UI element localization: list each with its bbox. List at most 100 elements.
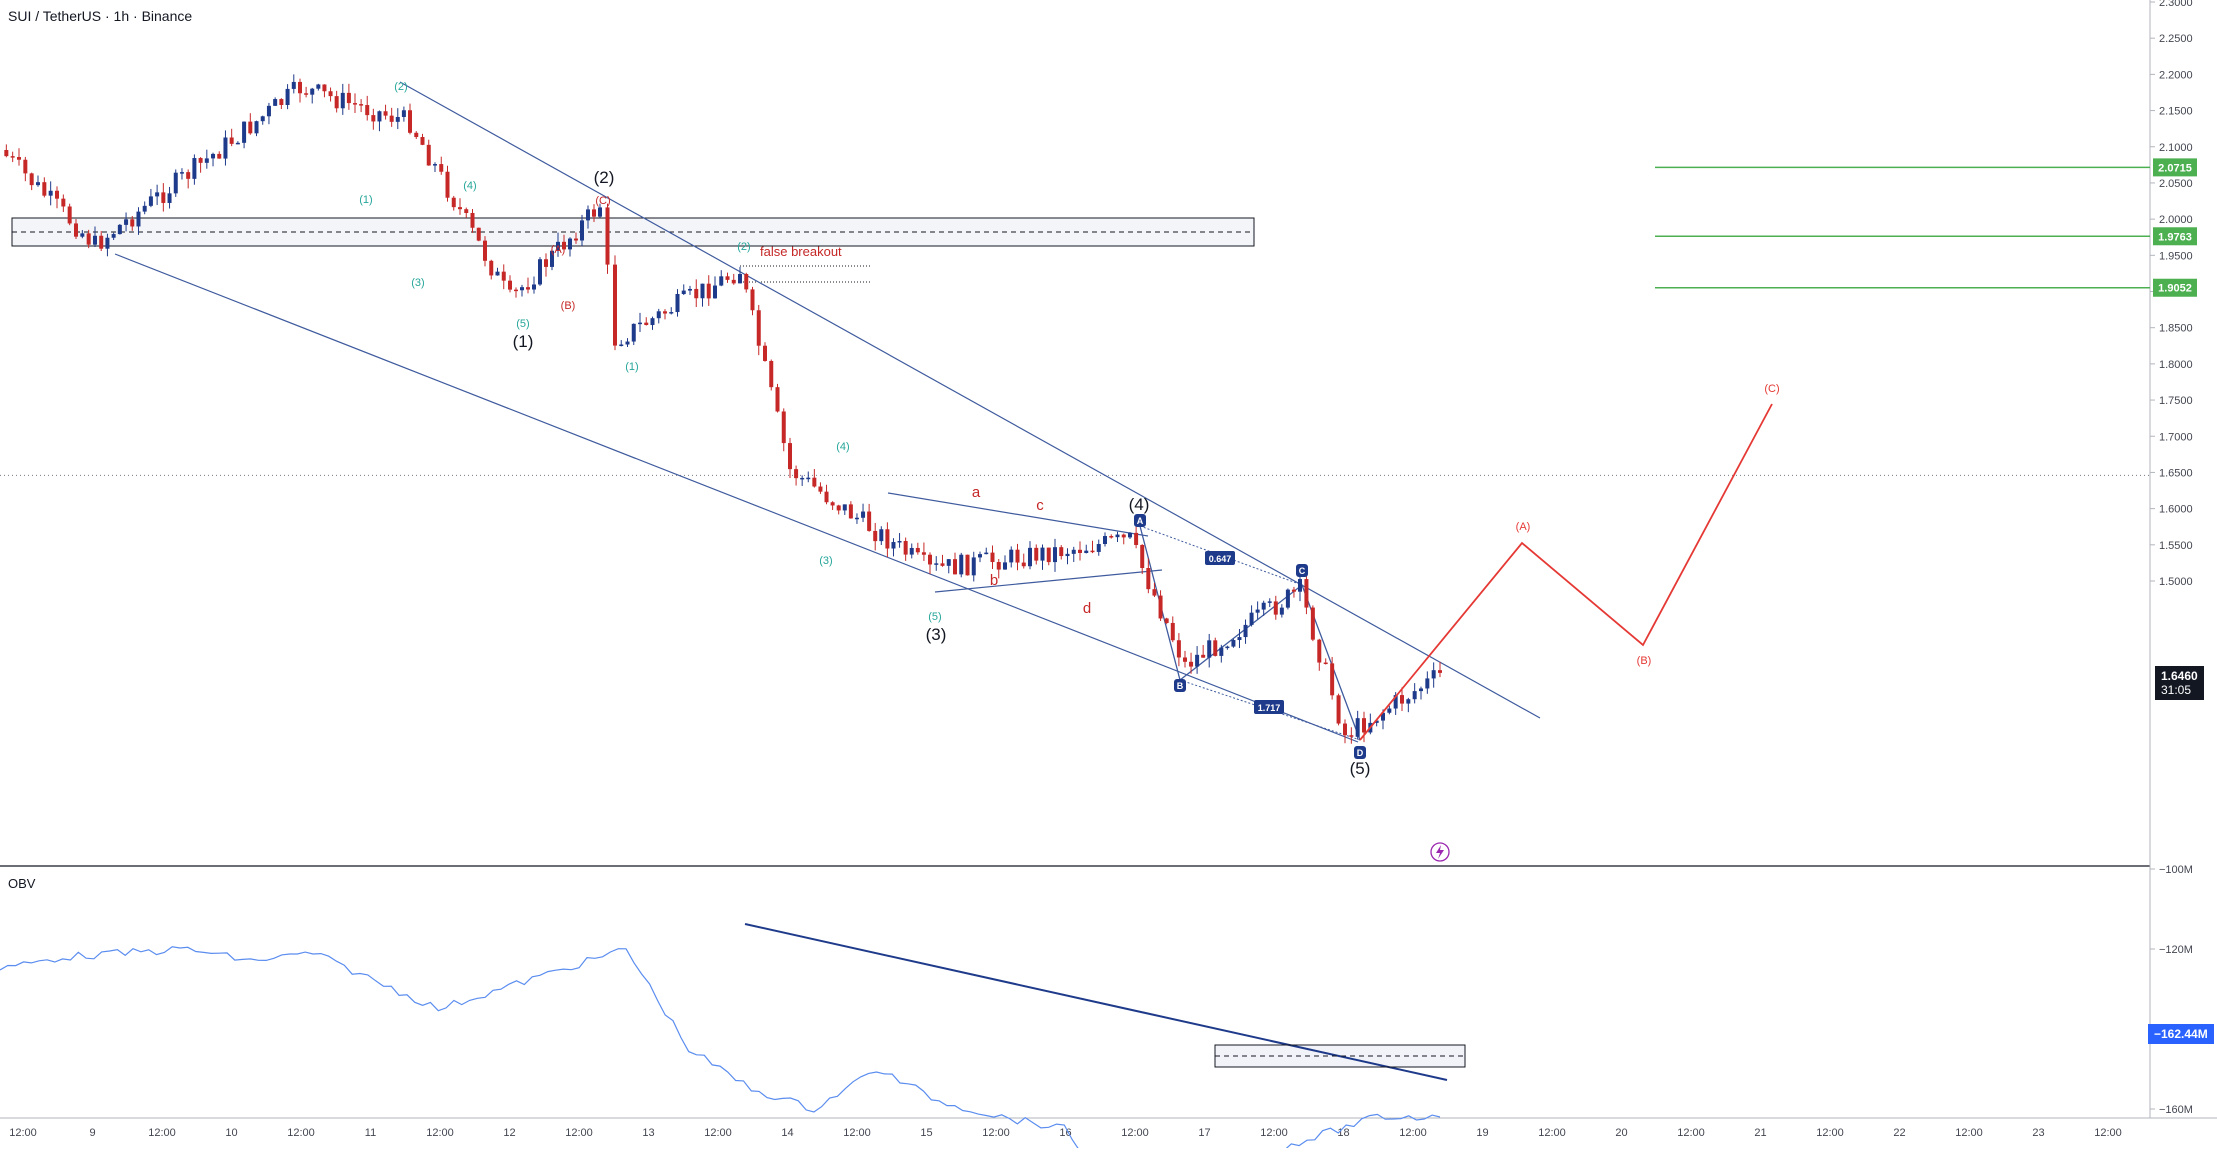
candle-body xyxy=(1189,661,1194,667)
candle-body xyxy=(86,233,91,245)
primary-wave-label: (3) xyxy=(926,625,947,644)
candle-body xyxy=(818,486,823,492)
triangle-lower xyxy=(934,569,1163,593)
candle-body xyxy=(1103,536,1107,545)
candle-body xyxy=(4,150,9,157)
candle-body xyxy=(1298,579,1302,592)
candle-body xyxy=(148,196,153,206)
candle-body xyxy=(669,312,674,314)
candle-body xyxy=(915,547,920,553)
candle-body xyxy=(1406,699,1411,704)
candle-body xyxy=(1343,723,1347,736)
candle-body xyxy=(204,158,209,163)
countdown-value: 31:05 xyxy=(2161,683,2192,697)
price-tick-label: 1.5000 xyxy=(2159,576,2193,588)
candle-body xyxy=(1046,547,1051,563)
minor-wave-label: (2) xyxy=(394,81,407,93)
candle-body xyxy=(775,387,780,412)
primary-wave-label: (4) xyxy=(1129,495,1150,514)
primary-wave-label: (1) xyxy=(513,332,534,351)
target-level-label: 1.9763 xyxy=(2158,231,2192,243)
candle-body xyxy=(1207,640,1212,658)
candle-body xyxy=(719,276,724,286)
time-tick-label: 12:00 xyxy=(426,1127,454,1139)
time-tick-label: 12:00 xyxy=(704,1127,732,1139)
candle-body xyxy=(1237,637,1242,641)
minor-wave-label: (3) xyxy=(411,277,424,289)
candle-body xyxy=(1003,562,1007,570)
minor-wave-label: (2) xyxy=(737,241,750,253)
harmonic-point-badge xyxy=(1354,746,1366,759)
candle-body xyxy=(812,477,817,487)
time-tick-label: 15 xyxy=(920,1127,932,1139)
candle-body xyxy=(105,237,110,249)
candle-body xyxy=(17,157,21,160)
candle-body xyxy=(1291,589,1296,592)
candle-body xyxy=(1243,624,1248,638)
candle-body xyxy=(458,207,462,210)
triangle-wave-label: d xyxy=(1083,600,1091,617)
candle-body xyxy=(568,238,572,250)
target-level-label: 2.0715 xyxy=(2158,162,2192,174)
candle-body xyxy=(619,344,624,347)
candle-body xyxy=(161,192,166,203)
candle-body xyxy=(248,121,253,134)
time-tick-label: 12:00 xyxy=(1538,1127,1566,1139)
candle-body xyxy=(1219,647,1224,656)
candle-body xyxy=(1146,568,1151,590)
candle-body xyxy=(1121,534,1126,538)
candle-body xyxy=(965,554,970,576)
candle-body xyxy=(198,158,203,163)
candle-body xyxy=(334,96,339,109)
candle-body xyxy=(426,144,431,166)
candle-body xyxy=(580,220,584,241)
candle-body xyxy=(328,91,333,97)
candle-body xyxy=(663,311,667,314)
candle-body xyxy=(223,137,228,159)
ratio-badge xyxy=(1254,700,1284,714)
time-tick-label: 21 xyxy=(1754,1127,1766,1139)
candle-body xyxy=(605,207,610,265)
candle-body xyxy=(824,491,829,503)
candle-body xyxy=(1115,534,1120,538)
candle-body xyxy=(897,541,902,543)
time-tick-label: 12:00 xyxy=(1677,1127,1705,1139)
candle-body xyxy=(946,559,951,566)
candle-body xyxy=(74,223,78,237)
minor-wave-label: (5) xyxy=(516,318,529,330)
candle-body xyxy=(67,206,72,224)
price-tick-label: 2.1500 xyxy=(2159,106,2193,118)
candle-body xyxy=(1152,589,1157,596)
candle-body xyxy=(124,219,129,225)
candle-body xyxy=(1170,622,1175,641)
harmonic-point-badge xyxy=(1134,514,1146,527)
candle-body xyxy=(650,318,655,326)
candle-body xyxy=(420,137,425,145)
candle-body xyxy=(304,93,309,95)
candle-body xyxy=(520,287,524,291)
candle-body xyxy=(1387,708,1392,713)
harmonic-point-label: A xyxy=(1137,516,1144,526)
time-tick-label: 12:00 xyxy=(9,1127,37,1139)
candle-body xyxy=(934,563,939,565)
candle-body xyxy=(959,554,964,575)
triangle-upper xyxy=(887,492,1149,537)
candle-body xyxy=(592,209,596,217)
symbol-title[interactable]: SUI / TetherUS · 1h · Binance xyxy=(8,8,193,24)
candle-body xyxy=(192,158,197,179)
candle-body xyxy=(217,153,222,159)
candle-body xyxy=(538,259,542,285)
current-price-value: 1.6460 xyxy=(2161,669,2198,683)
event-lightning-icon xyxy=(1430,842,1450,862)
candle-body xyxy=(800,477,805,480)
price-tick-label: 2.0500 xyxy=(2159,178,2193,190)
time-tick-label: 14 xyxy=(781,1127,793,1139)
candle-body xyxy=(99,235,104,249)
projection-path xyxy=(1359,403,1773,741)
candle-body xyxy=(1425,678,1430,689)
candle-body xyxy=(644,322,649,326)
minor-wave-label: (5) xyxy=(928,611,941,623)
candle-body xyxy=(1015,549,1020,563)
candle-body xyxy=(340,92,345,109)
target-level-label: 1.9052 xyxy=(2158,283,2192,295)
